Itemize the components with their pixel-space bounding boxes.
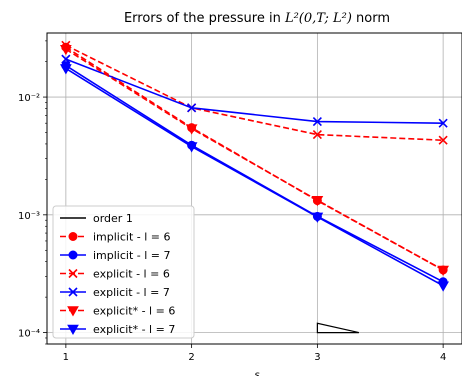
chart-title: Errors of the pressure in L²(0,T; L²) no… (124, 11, 390, 26)
title-suffix: norm (352, 11, 390, 26)
legend-item: order 1 (60, 212, 133, 225)
data-point (60, 64, 72, 75)
series-line (65, 58, 444, 124)
data-point (185, 142, 198, 153)
legend-marker (67, 306, 79, 317)
legend-marker (67, 324, 79, 336)
series-4 (60, 44, 449, 277)
data-point (312, 116, 322, 127)
x-tick-label: 3 (314, 352, 320, 363)
legend-label: implicit - l = 6 (93, 231, 171, 244)
title-math: L²(0,T; L²) (284, 11, 352, 26)
legend-item: explicit - l = 6 (60, 268, 170, 281)
legend-marker (68, 232, 78, 241)
data-point (187, 103, 197, 113)
legend-item: explicit - l = 7 (60, 286, 170, 299)
legend-marker (68, 268, 78, 279)
data-point (60, 44, 72, 56)
y-tick-label: 10⁻² (18, 93, 40, 104)
legend-item: implicit - l = 6 (60, 231, 171, 244)
legend-label: explicit* - l = 7 (93, 323, 175, 336)
legend-label: explicit - l = 7 (93, 286, 170, 299)
legend-box (52, 205, 195, 339)
data-point (437, 281, 449, 292)
legend-label: implicit - l = 7 (93, 249, 171, 262)
legend-label: order 1 (93, 212, 133, 225)
x-tick-label: 2 (188, 352, 194, 363)
y-tick-label: 10⁻³ (18, 211, 40, 222)
data-point (61, 54, 71, 64)
legend-marker (68, 287, 78, 297)
legend-marker (68, 250, 78, 260)
series-line (65, 64, 444, 283)
data-point (311, 212, 324, 223)
series-line (65, 44, 444, 142)
axes: 1 2 3 4 10⁻² 10⁻³ 10⁻⁴ (18, 40, 446, 363)
plot-frame (46, 32, 462, 345)
series-layer (60, 40, 449, 292)
data-point (438, 118, 448, 128)
reference-layer (316, 322, 360, 334)
x-tick-label: 1 (63, 352, 69, 363)
legend-item: implicit - l = 7 (60, 249, 171, 262)
data-point (438, 135, 448, 145)
order-reference-triangle (316, 322, 360, 334)
title-prefix: Errors of the pressure in (124, 11, 285, 26)
series-line (65, 67, 444, 287)
series-3 (61, 54, 448, 128)
data-point (311, 195, 324, 207)
y-tick-label: 10⁻⁴ (18, 329, 40, 340)
x-tick-label: 4 (440, 352, 446, 363)
legend-label: explicit* - l = 6 (93, 305, 175, 318)
series-2 (61, 40, 448, 145)
series-line (65, 48, 444, 271)
data-point (185, 124, 198, 135)
legend-label: explicit - l = 6 (93, 268, 170, 281)
data-point (437, 265, 449, 277)
legend: order 1 implicit - l = 6 implicit - l = 7 e… (52, 205, 195, 339)
x-axis-label: s (254, 370, 259, 376)
data-point (312, 130, 322, 140)
series-5 (60, 64, 449, 292)
legend-item: explicit* - l = 6 (60, 305, 175, 318)
legend-item: explicit* - l = 7 (60, 323, 175, 336)
